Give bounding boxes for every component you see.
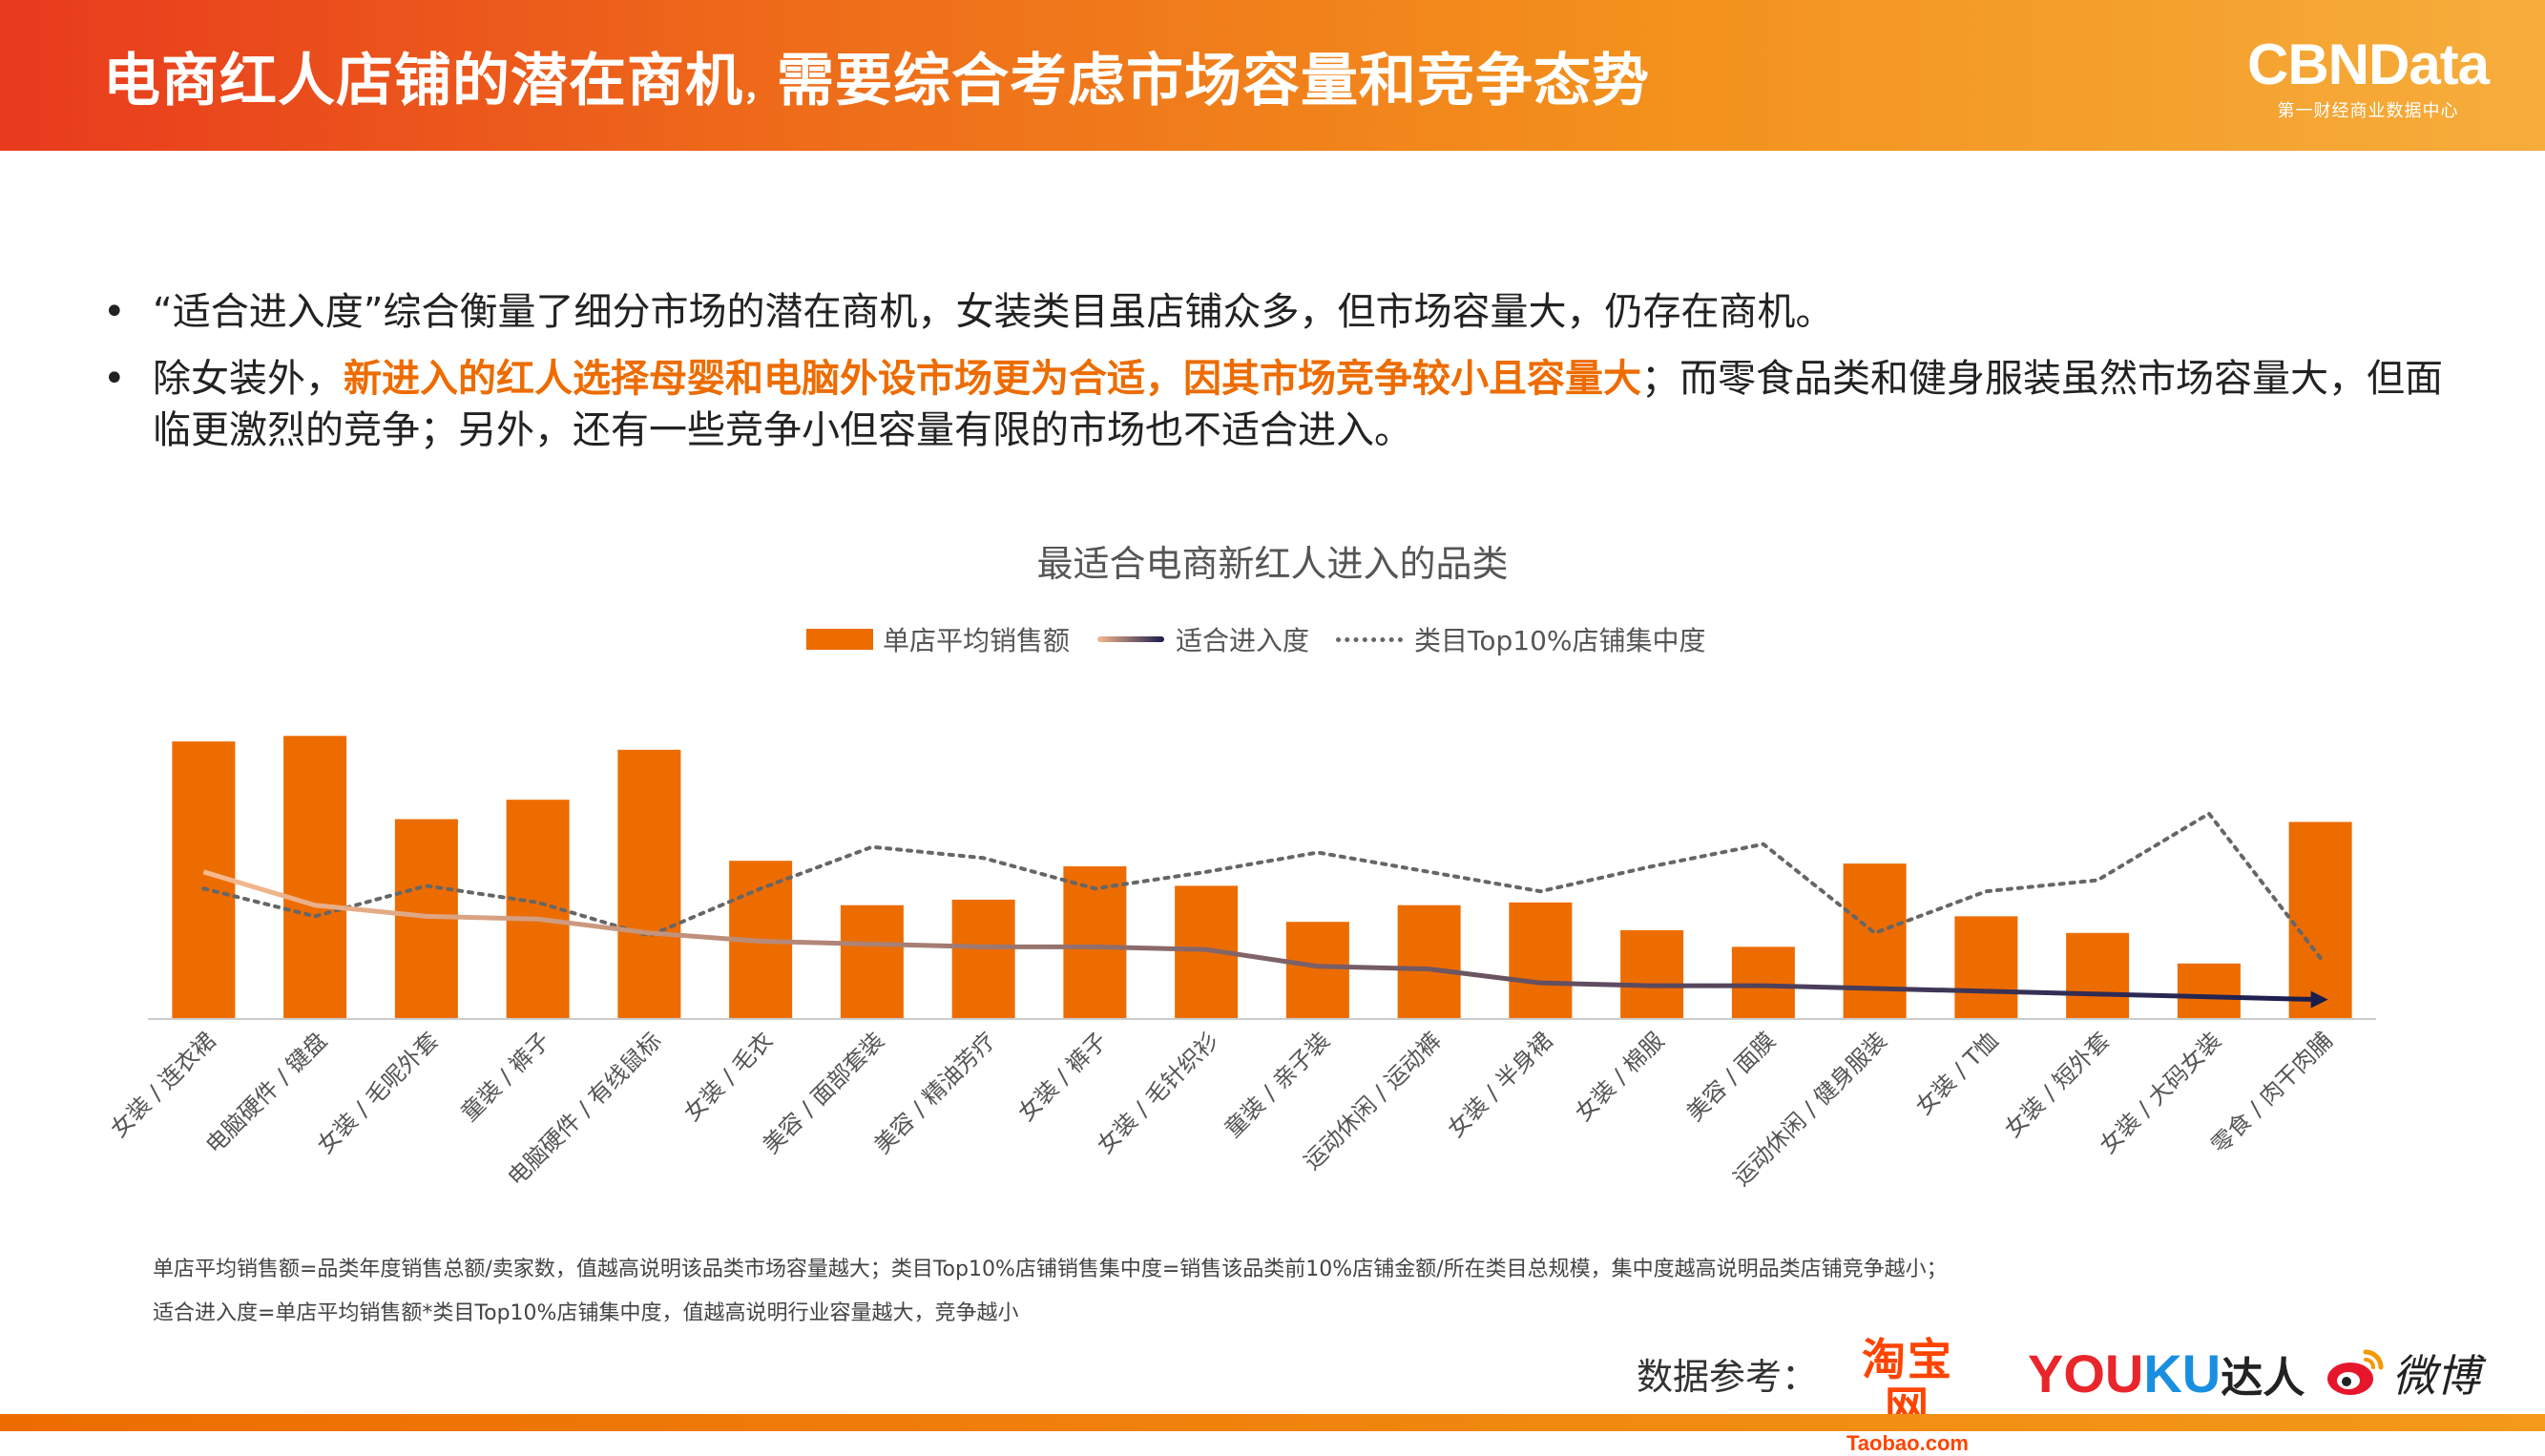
note-line-1: 单店平均销售额=品类年度销售总额/卖家数，值越高说明该品类市场容量越大；类目To… bbox=[153, 1258, 1948, 1281]
taobao-logo-en: Taobao.com bbox=[1846, 1431, 1969, 1455]
title-separator: ， bbox=[743, 71, 777, 109]
bar-5 bbox=[617, 749, 681, 1019]
chart-notes: 单店平均销售额=品类年度销售总额/卖家数，值越高说明该品类市场容量越大；类目To… bbox=[153, 1248, 1948, 1336]
bullet-text-pre: 除女装外， bbox=[153, 357, 344, 401]
legend-label-concentration: 类目Top10%店铺集中度 bbox=[1414, 625, 1706, 656]
x-tick-label-4: 童装 / 裤子 bbox=[456, 1027, 555, 1126]
bullet-marker: • bbox=[103, 357, 126, 401]
chart-title: 最适合电商新红人进入的品类 bbox=[1036, 543, 1509, 585]
youku-logo-ku: KU bbox=[2143, 1343, 2222, 1404]
bar-14 bbox=[1620, 929, 1684, 1019]
legend-label-sales: 单店平均销售额 bbox=[883, 625, 1071, 656]
bar-12 bbox=[1397, 905, 1461, 1019]
note-line-2: 适合进入度=单店平均销售额*类目Top10%店铺集中度，值越高说明行业容量越大，… bbox=[153, 1301, 1019, 1325]
bullet-text: “适合进入度”综合衡量了细分市场的潜在商机，女装类目虽店铺众多，但市场容量大，仍… bbox=[153, 290, 1834, 334]
bullet-text-post: ；而零食品类和健身服装虽然市场容量大，但面临更激烈的竞争；另外，还有一些竞争小但… bbox=[153, 357, 2443, 452]
bar-8 bbox=[951, 899, 1015, 1019]
youku-logo-you: YOU bbox=[2028, 1343, 2144, 1404]
x-tick-label-1: 女装 / 连衣裙 bbox=[105, 1027, 220, 1142]
bar-13 bbox=[1509, 902, 1573, 1019]
taobao-logo: 淘宝网 Taobao.com bbox=[1846, 1336, 1969, 1456]
bar-16 bbox=[1843, 863, 1907, 1019]
bar-18 bbox=[2066, 932, 2130, 1019]
suitability-line-arrow bbox=[2310, 990, 2328, 1009]
bar-20 bbox=[2288, 822, 2352, 1019]
bullet-list: • “适合进入度”综合衡量了细分市场的潜在商机，女装类目虽店铺众多，但市场容量大… bbox=[103, 286, 2451, 456]
bar-2 bbox=[283, 736, 347, 1019]
legend-item-concentration: 类目Top10%店铺集中度 bbox=[1336, 618, 1706, 660]
bar-7 bbox=[840, 905, 904, 1019]
legend-item-sales: 单店平均销售额 bbox=[806, 618, 1070, 660]
youku-daren-logo: YOUKU达人 bbox=[2028, 1345, 2305, 1407]
title-part-1: 电商红人店铺的潜在商机 bbox=[103, 48, 743, 114]
legend-swatch-bar bbox=[806, 629, 873, 650]
legend-swatch-dotted bbox=[1336, 636, 1403, 642]
bar-4 bbox=[506, 800, 570, 1019]
legend-label-suitability: 适合进入度 bbox=[1176, 625, 1310, 656]
suitability-line bbox=[202, 869, 2321, 1003]
footer-bar bbox=[0, 1414, 2545, 1431]
logo-subtext: 第一财经商业数据中心 bbox=[2277, 101, 2459, 121]
bar-19 bbox=[2177, 963, 2241, 1019]
title-part-2: 需要综合考虑市场容量和竞争态势 bbox=[777, 48, 1650, 114]
bullet-marker: • bbox=[103, 290, 126, 334]
x-tick-label-11: 童装 / 亲子装 bbox=[1220, 1027, 1335, 1142]
bullet-item-2: • 除女装外，新进入的红人选择母婴和电脑外设市场更为合适，因其市场竞争较小且容量… bbox=[103, 353, 2451, 456]
x-tick-label-14: 女装 / 棉服 bbox=[1570, 1027, 1669, 1126]
bar-11 bbox=[1285, 922, 1349, 1019]
bar-17 bbox=[1954, 916, 2018, 1019]
weibo-logo: 微博 bbox=[2324, 1342, 2480, 1404]
x-tick-label-15: 美容 / 面膜 bbox=[1681, 1027, 1781, 1126]
x-tick-label-18: 女装 / 短外套 bbox=[1999, 1027, 2115, 1142]
x-tick-label-8: 美容 / 精油芳疗 bbox=[869, 1027, 1001, 1158]
x-tick-label-13: 女装 / 半身裙 bbox=[1442, 1027, 1557, 1142]
header-banner: 电商红人店铺的潜在商机，需要综合考虑市场容量和竞争态势 CBNData 第一财经… bbox=[0, 0, 2545, 151]
x-tick-label-6: 女装 / 毛衣 bbox=[678, 1027, 778, 1126]
concentration-line bbox=[201, 811, 2323, 960]
page-title: 电商红人店铺的潜在商机，需要综合考虑市场容量和竞争态势 bbox=[103, 34, 1650, 117]
bullet-highlight: 新进入的红人选择母婴和电脑外设市场更为合适，因其市场竞争较小且容量大 bbox=[344, 357, 1641, 401]
legend-swatch-line bbox=[1097, 636, 1164, 642]
x-tick-label-17: 女装 / T恤 bbox=[1910, 1027, 2004, 1120]
sources-label: 数据参考： bbox=[1637, 1356, 1819, 1398]
weibo-text: 微博 bbox=[2392, 1350, 2480, 1402]
weibo-icon bbox=[2327, 1349, 2384, 1395]
x-tick-label-20: 零食 / 肉干肉脯 bbox=[2206, 1027, 2338, 1158]
bullet-item-1: • “适合进入度”综合衡量了细分市场的潜在商机，女装类目虽店铺众多，但市场容量大… bbox=[103, 286, 2451, 338]
bar-15 bbox=[1731, 946, 1795, 1019]
youku-logo-daren: 达人 bbox=[2221, 1355, 2305, 1402]
logo-text: CBNData bbox=[2247, 32, 2490, 96]
legend-item-suitability: 适合进入度 bbox=[1097, 618, 1309, 660]
x-tick-label-10: 女装 / 毛针织衫 bbox=[1092, 1027, 1223, 1158]
x-tick-label-3: 女装 / 毛呢外套 bbox=[312, 1027, 444, 1158]
bar-9 bbox=[1063, 866, 1127, 1019]
cbndata-logo: CBNData 第一财经商业数据中心 bbox=[2247, 32, 2490, 122]
x-tick-label-9: 女装 / 裤子 bbox=[1012, 1027, 1112, 1126]
